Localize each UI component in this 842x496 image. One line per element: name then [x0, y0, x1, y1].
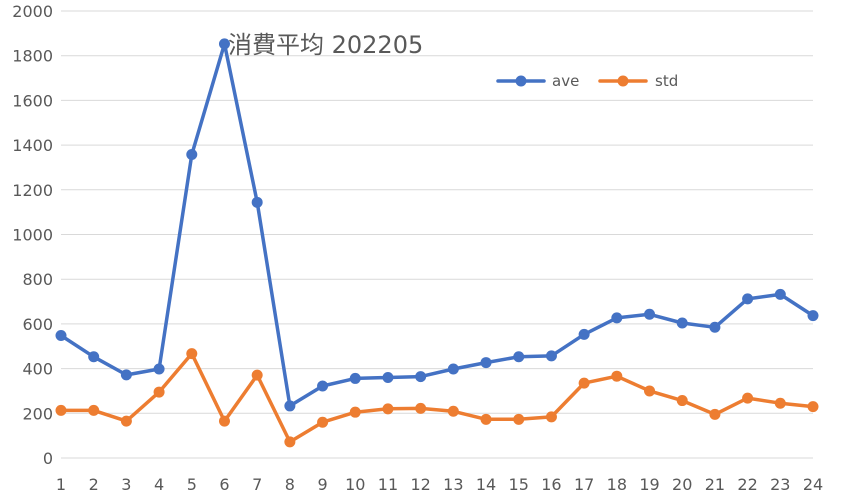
data-point-std: [578, 377, 590, 389]
data-point-ave: [447, 363, 459, 375]
data-point-ave: [120, 369, 132, 381]
data-point-ave: [88, 351, 100, 363]
y-tick-label: 1800: [12, 47, 53, 66]
data-point-std: [120, 415, 132, 427]
legend-marker-ave: [515, 75, 527, 87]
x-tick-label: 14: [476, 475, 496, 494]
x-tick-label: 18: [607, 475, 627, 494]
data-point-std: [644, 385, 656, 397]
x-tick-label: 19: [639, 475, 659, 494]
series-line-ave: [59, 42, 815, 408]
x-tick-label: 15: [509, 475, 529, 494]
data-point-std: [55, 404, 67, 416]
data-point-ave: [578, 328, 590, 340]
data-point-ave: [251, 196, 263, 208]
y-tick-label: 1400: [12, 136, 53, 155]
data-point-ave: [415, 371, 427, 383]
data-point-std: [447, 405, 459, 417]
x-tick-label: 12: [410, 475, 430, 494]
data-point-std: [480, 413, 492, 425]
data-point-std: [807, 401, 819, 413]
data-point-std: [415, 402, 427, 414]
series-line-std: [59, 351, 815, 444]
data-point-ave: [349, 372, 361, 384]
legend-label-std: std: [655, 72, 678, 90]
data-point-std: [284, 436, 296, 448]
x-tick-label: 5: [187, 475, 197, 494]
data-point-ave: [218, 38, 230, 50]
data-point-ave: [153, 363, 165, 375]
x-tick-label: 11: [378, 475, 398, 494]
y-tick-label: 1600: [12, 91, 53, 110]
data-point-std: [153, 386, 165, 398]
x-tick-label: 16: [541, 475, 561, 494]
x-tick-label: 21: [705, 475, 725, 494]
x-tick-label: 2: [89, 475, 99, 494]
x-tick-label: 24: [803, 475, 823, 494]
x-tick-label: 7: [252, 475, 262, 494]
y-tick-label: 1200: [12, 181, 53, 200]
series-lines: [59, 42, 815, 444]
data-point-ave: [480, 357, 492, 369]
grid-lines: [61, 10, 813, 459]
data-point-ave: [774, 288, 786, 300]
data-point-ave: [545, 350, 557, 362]
data-point-std: [774, 397, 786, 409]
data-point-ave: [513, 351, 525, 363]
data-point-ave: [382, 372, 394, 384]
y-tick-label: 2000: [12, 2, 53, 21]
y-tick-label: 600: [22, 315, 53, 334]
data-point-std: [88, 404, 100, 416]
data-point-ave: [611, 312, 623, 324]
x-tick-label: 1: [56, 475, 66, 494]
x-tick-label: 13: [443, 475, 463, 494]
data-point-std: [513, 413, 525, 425]
y-tick-label: 200: [22, 404, 53, 423]
x-tick-label: 20: [672, 475, 692, 494]
data-point-ave: [317, 380, 329, 392]
x-tick-label: 10: [345, 475, 365, 494]
data-point-std: [676, 395, 688, 407]
x-tick-label: 8: [285, 475, 295, 494]
data-point-ave: [186, 148, 198, 160]
data-point-std: [709, 408, 721, 420]
data-point-std: [742, 392, 754, 404]
y-tick-label: 1000: [12, 226, 53, 245]
x-tick-label: 3: [121, 475, 131, 494]
x-tick-label: 9: [317, 475, 327, 494]
x-tick-label: 17: [574, 475, 594, 494]
legend-marker-std: [617, 75, 629, 87]
x-axis-tick-labels: 1 2 3 4 5 6 7 8 9 10 11 12 13 14 15 16 17 18 19 20 21 22 23 24: [56, 475, 823, 494]
y-tick-label: 0: [43, 449, 53, 468]
y-tick-label: 800: [22, 270, 53, 289]
data-point-std: [349, 406, 361, 418]
data-point-ave: [55, 330, 67, 342]
series-points: [55, 38, 819, 448]
data-point-std: [251, 369, 263, 381]
chart-title: 消費平均 202205: [228, 31, 423, 59]
data-point-ave: [284, 400, 296, 412]
data-point-ave: [742, 293, 754, 305]
data-point-std: [545, 411, 557, 423]
y-tick-label: 400: [22, 360, 53, 379]
data-point-std: [317, 416, 329, 428]
data-point-std: [611, 370, 623, 382]
x-tick-label: 23: [770, 475, 790, 494]
data-point-ave: [676, 317, 688, 329]
data-point-std: [382, 403, 394, 415]
data-point-std: [218, 415, 230, 427]
data-point-ave: [644, 308, 656, 320]
x-tick-label: 4: [154, 475, 164, 494]
x-tick-label: 6: [219, 475, 229, 494]
data-point-std: [186, 348, 198, 360]
legend-label-ave: ave: [552, 72, 579, 90]
data-point-ave: [807, 310, 819, 322]
y-axis-tick-labels: 0 200 400 600 800 1000 1200 1400 1600 1800 2000: [12, 2, 53, 468]
x-tick-label: 22: [737, 475, 757, 494]
data-point-ave: [709, 321, 721, 333]
legend: ave std: [496, 72, 678, 90]
